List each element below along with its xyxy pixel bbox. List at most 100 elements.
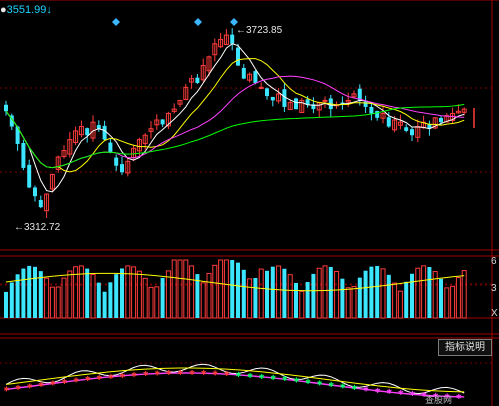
indicator-star-icon: ✱ xyxy=(340,383,346,391)
indicator-star-icon: ✱ xyxy=(352,384,358,392)
volume-bar-down xyxy=(375,265,380,318)
candle-down xyxy=(357,88,362,101)
volume-bar-down xyxy=(265,270,269,318)
candle-down xyxy=(108,142,113,153)
volume-bar-up xyxy=(189,265,195,319)
volume-bar-up xyxy=(415,267,421,319)
candle-up xyxy=(73,130,79,144)
volume-bar-down xyxy=(38,271,43,318)
indicator-star-icon: ✱ xyxy=(4,385,10,393)
volume-bar-up xyxy=(247,278,253,319)
volume-bar-up xyxy=(316,267,322,319)
indicator-line-j xyxy=(5,372,465,398)
volume-bar-up xyxy=(258,268,264,319)
volume-bar-down xyxy=(85,268,90,318)
volume-bar-down xyxy=(439,278,443,318)
volume-bar-down xyxy=(120,268,124,318)
volume-bar-up xyxy=(165,270,171,319)
volume-bar-down xyxy=(241,269,246,318)
indicator-star-icon: ✱ xyxy=(15,384,21,392)
volume-tick-x: X xyxy=(491,308,498,319)
volume-bar-down xyxy=(195,274,200,318)
cyan-diamond-icon xyxy=(194,18,202,26)
candle-up xyxy=(258,86,264,89)
indicator-star-icon: ✱ xyxy=(27,383,33,391)
candle-down xyxy=(33,187,37,197)
volume-bar-down xyxy=(369,266,374,318)
candle-down xyxy=(427,123,432,129)
volume-bar-down xyxy=(294,282,298,318)
volume-bar-down xyxy=(363,270,368,318)
volume-bar-down xyxy=(4,291,8,318)
volume-bar-up xyxy=(322,265,328,319)
candle-up xyxy=(299,99,305,114)
candle-down xyxy=(15,126,20,144)
candle-down xyxy=(96,125,101,129)
volume-bar-up xyxy=(223,259,229,319)
candle-up xyxy=(351,93,357,98)
candle-down xyxy=(27,164,32,188)
volume-bar-up xyxy=(206,272,212,319)
indicator-star-icon: ✱ xyxy=(433,392,439,400)
ma60-line xyxy=(5,103,465,169)
volume-bar-down xyxy=(9,282,14,318)
volume-bar-up xyxy=(78,265,84,319)
candle-down xyxy=(369,106,374,114)
candle-up xyxy=(49,173,55,190)
indicator-star-icon: ✱ xyxy=(201,369,207,377)
candle-down xyxy=(230,34,235,44)
candle-down xyxy=(21,142,26,168)
volume-bar-down xyxy=(305,281,310,318)
candle-up xyxy=(78,126,84,136)
volume-bar-down xyxy=(357,277,362,318)
volume-bar-up xyxy=(44,277,50,319)
candle-up xyxy=(55,156,61,170)
candle-down xyxy=(195,77,200,83)
indicator-help-button[interactable]: 指标说明 xyxy=(438,339,492,356)
candle-down xyxy=(386,117,391,127)
candle-down xyxy=(282,89,287,107)
volume-bar-up xyxy=(380,268,386,319)
indicator-star-icon: ✱ xyxy=(270,374,276,382)
volume-bar-up xyxy=(142,277,148,319)
indicator-star-icon: ✱ xyxy=(166,369,172,377)
candle-down xyxy=(160,119,165,125)
candle-down xyxy=(265,88,269,97)
candle-up xyxy=(148,128,154,132)
candle-up xyxy=(154,119,160,126)
volume-bar-up xyxy=(154,286,160,319)
down-arrow-icon: ↓ xyxy=(46,4,52,16)
indicator-star-icon: ✱ xyxy=(421,391,427,399)
indicator-star-icon: ✱ xyxy=(73,377,79,385)
indicator-star-icon: ✱ xyxy=(282,375,288,383)
volume-bar-down xyxy=(102,291,107,318)
candle-up xyxy=(136,139,142,152)
indicator-star-icon: ✱ xyxy=(96,374,102,382)
volume-bar-up xyxy=(345,287,351,319)
volume-bar-down xyxy=(160,277,165,318)
candle-up xyxy=(287,102,293,110)
ma10-line xyxy=(5,58,465,173)
indicator-star-icon: ✱ xyxy=(62,378,68,386)
candle-down xyxy=(375,111,380,118)
volume-bar-down xyxy=(404,281,409,318)
volume-bar-up xyxy=(455,276,461,319)
volume-bar-up xyxy=(334,270,340,319)
candle-down xyxy=(253,71,258,83)
indicator-star-icon: ✱ xyxy=(120,372,126,380)
candle-up xyxy=(392,119,398,131)
candle-up xyxy=(345,99,351,103)
indicator-star-icon: ✱ xyxy=(363,385,369,393)
price-header: ●3551.99↓ xyxy=(0,4,52,18)
indicator-star-icon: ✱ xyxy=(398,389,404,397)
cyan-diamond-icon xyxy=(230,18,238,26)
candle-down xyxy=(9,115,14,127)
header-bullet-icon: ● xyxy=(0,4,7,16)
volume-ma-line xyxy=(5,272,465,292)
volume-bar-up xyxy=(90,273,96,319)
volume-bar-up xyxy=(125,265,131,319)
volume-bar-up xyxy=(73,266,79,319)
candle-up xyxy=(380,112,386,119)
